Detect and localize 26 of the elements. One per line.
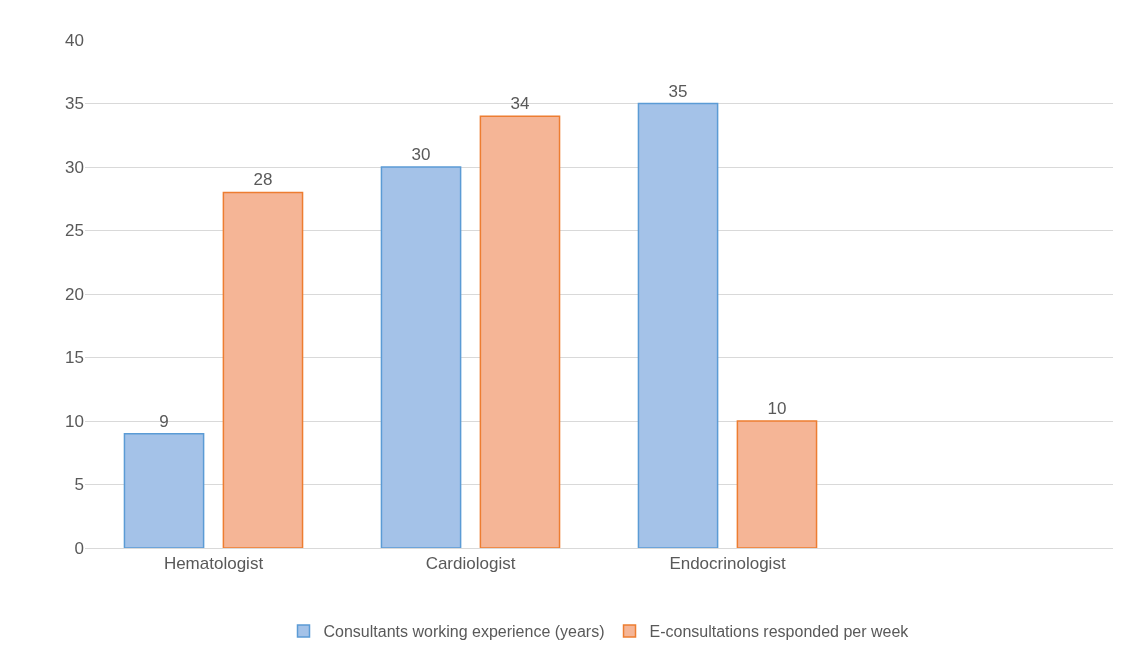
bar — [380, 166, 462, 548]
data-label: 35 — [668, 81, 688, 101]
x-tick-label: Hematologist — [163, 554, 264, 574]
legend-label: E-consultations responded per week — [649, 623, 910, 641]
data-label: 9 — [159, 411, 169, 431]
y-tick-label: 35 — [65, 94, 84, 114]
bar — [479, 115, 561, 548]
legend-label: Consultants working experience (years) — [323, 623, 605, 641]
data-label: 10 — [767, 399, 787, 418]
y-tick-label: 10 — [65, 411, 84, 431]
x-tick-label: Endocrinologist — [669, 554, 786, 574]
bar — [123, 432, 205, 548]
data-label: 34 — [510, 94, 530, 114]
y-tick-label: 15 — [65, 348, 84, 368]
y-tick-label: 30 — [65, 157, 84, 177]
y-tick-label: 0 — [74, 538, 84, 558]
bar — [637, 102, 719, 548]
y-tick-label: 5 — [74, 475, 84, 495]
y-tick-label: 25 — [65, 221, 84, 241]
y-tick-label: 40 — [65, 30, 84, 50]
bar — [736, 420, 818, 548]
y-tick-label: 20 — [65, 284, 84, 304]
data-label: 30 — [411, 145, 431, 164]
data-label: 28 — [253, 170, 273, 190]
x-tick-label: Cardiologist — [425, 554, 516, 574]
bar — [222, 191, 304, 548]
